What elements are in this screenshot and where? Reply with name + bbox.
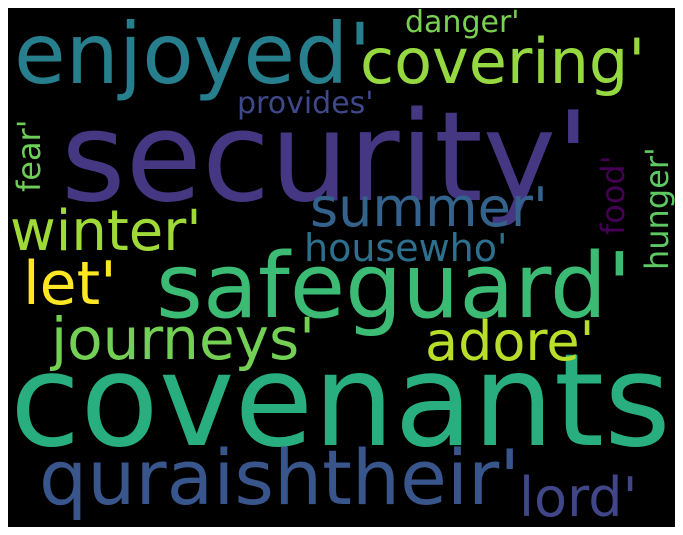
word-cloud: security' covenants' safeguard' enjoyed'… (8, 8, 675, 527)
word-lord: lord' (519, 466, 638, 527)
word-covenants: covenants' (10, 327, 675, 476)
word-journeys: journeys' (51, 305, 316, 373)
word-enjoyed: enjoyed' (14, 8, 372, 103)
word-let: let' (23, 249, 117, 319)
word-quraishtheir: quraishtheir' (39, 433, 521, 522)
word-safeguard: safeguard' (156, 234, 632, 339)
word-housewho: housewho' (304, 226, 508, 270)
word-winter: winter' (10, 199, 202, 264)
word-summer: summer' (310, 176, 548, 239)
word-provides: provides' (237, 86, 374, 121)
word-food: food' (594, 155, 632, 235)
word-adore: adore' (425, 310, 595, 373)
word-fear: fear' (10, 119, 48, 192)
word-covering: covering' (360, 25, 646, 98)
word-hunger: hunger' (638, 147, 675, 270)
word-security: security' (61, 86, 591, 230)
word-danger: danger' (405, 8, 520, 40)
